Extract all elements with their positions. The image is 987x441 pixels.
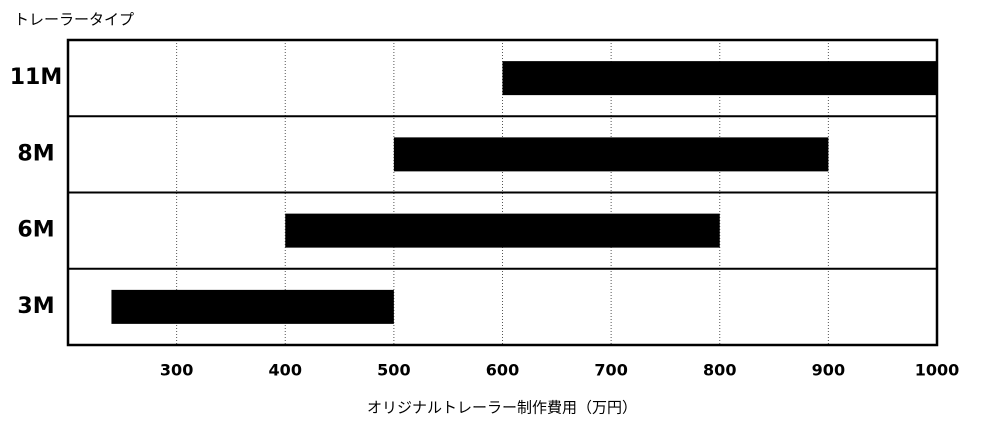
x-tick-label: 700 <box>594 361 627 380</box>
x-axis-title: オリジナルトレーラー制作費用（万円） <box>367 399 637 417</box>
x-tick-label: 300 <box>160 361 193 380</box>
y-tick-label: 3M <box>17 294 54 319</box>
x-tick-label: 400 <box>269 361 302 380</box>
y-axis-title: トレーラータイプ <box>14 11 134 29</box>
plot-frame <box>66 38 939 347</box>
x-tick-label: 600 <box>486 361 519 380</box>
x-tick-label: 800 <box>703 361 736 380</box>
bar <box>502 61 937 96</box>
x-tick-label: 1000 <box>915 361 960 380</box>
y-tick-label: 11M <box>10 65 63 90</box>
y-tick-label: 8M <box>17 141 54 166</box>
y-tick-label: 6M <box>17 218 54 243</box>
x-tick-label: 900 <box>812 361 845 380</box>
bar <box>285 213 720 248</box>
bar <box>393 137 829 172</box>
bar <box>111 289 394 324</box>
x-tick-label: 500 <box>377 361 410 380</box>
